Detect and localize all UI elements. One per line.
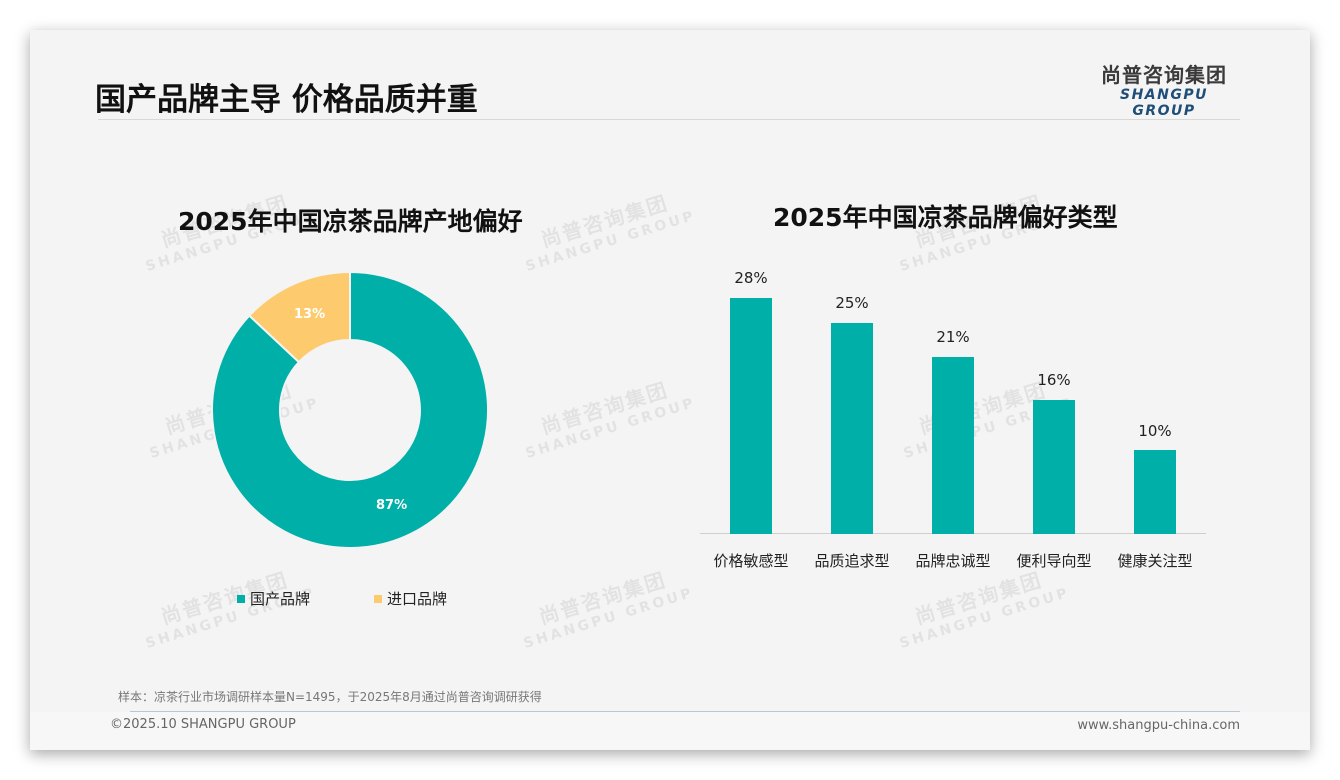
bar-chart: 28% 价格敏感型 25% 品质追求型 21% 品牌忠诚型 16% 便利导向型 … (700, 260, 1206, 580)
bar-value: 28% (734, 269, 768, 287)
donut-chart (211, 270, 489, 549)
slide: 国产品牌主导 价格品质并重 尚普咨询集团 SHANGPU GROUP 尚普咨询集… (30, 30, 1310, 750)
bar-value: 25% (835, 294, 869, 312)
legend-swatch-teal (237, 594, 245, 603)
donut-legend: 国产品牌 进口品牌 (237, 588, 511, 609)
bar-price-sensitive[interactable] (730, 298, 772, 534)
donut-segment-imported[interactable] (247, 270, 351, 364)
legend-item-imported: 进口品牌 (374, 588, 447, 609)
logo-en-text: SHANGPU GROUP (1120, 87, 1208, 119)
bar-value: 16% (1037, 371, 1071, 389)
bar-category: 便利导向型 (1016, 552, 1092, 570)
bar-health-focused[interactable] (1134, 450, 1176, 534)
page-title: 国产品牌主导 价格品质并重 (95, 82, 478, 118)
legend-swatch-yellow (374, 594, 383, 603)
donut-chart-title: 2025年中国凉茶品牌产地偏好 (178, 207, 523, 236)
legend-item-domestic: 国产品牌 (237, 588, 310, 609)
logo-cn-text: 尚普咨询集团 (1101, 63, 1227, 87)
copyright-text: ©2025.10 SHANGPU GROUP (110, 717, 296, 732)
bar-brand-loyal[interactable] (932, 357, 974, 534)
bar-chart-title: 2025年中国凉茶品牌偏好类型 (773, 203, 1118, 232)
bar-value: 21% (936, 328, 970, 346)
bar-quality-seeking[interactable] (831, 323, 873, 534)
bar-category: 健康关注型 (1117, 552, 1193, 570)
header-divider (98, 119, 1240, 120)
footer-divider (130, 711, 1240, 712)
bar-convenience[interactable] (1033, 400, 1075, 534)
sample-note: 样本：凉茶行业市场调研样本量N=1495，于2025年8月通过尚普咨询调研获得 (118, 690, 542, 704)
website-link[interactable]: www.shangpu-china.com (1077, 718, 1240, 733)
donut-segment-domestic[interactable] (211, 270, 489, 549)
bar-category: 价格敏感型 (713, 552, 789, 570)
donut-label-imported: 13% (294, 307, 326, 322)
bar-category: 品牌忠诚型 (915, 552, 991, 570)
company-logo: 尚普咨询集团 SHANGPU GROUP (1088, 63, 1240, 119)
donut-label-domestic: 87% (376, 498, 408, 513)
bar-value: 10% (1138, 422, 1172, 440)
legend-label: 国产品牌 (250, 590, 311, 608)
bar-category: 品质追求型 (814, 552, 890, 570)
footer-bar (30, 712, 1310, 750)
legend-label: 进口品牌 (387, 590, 448, 608)
